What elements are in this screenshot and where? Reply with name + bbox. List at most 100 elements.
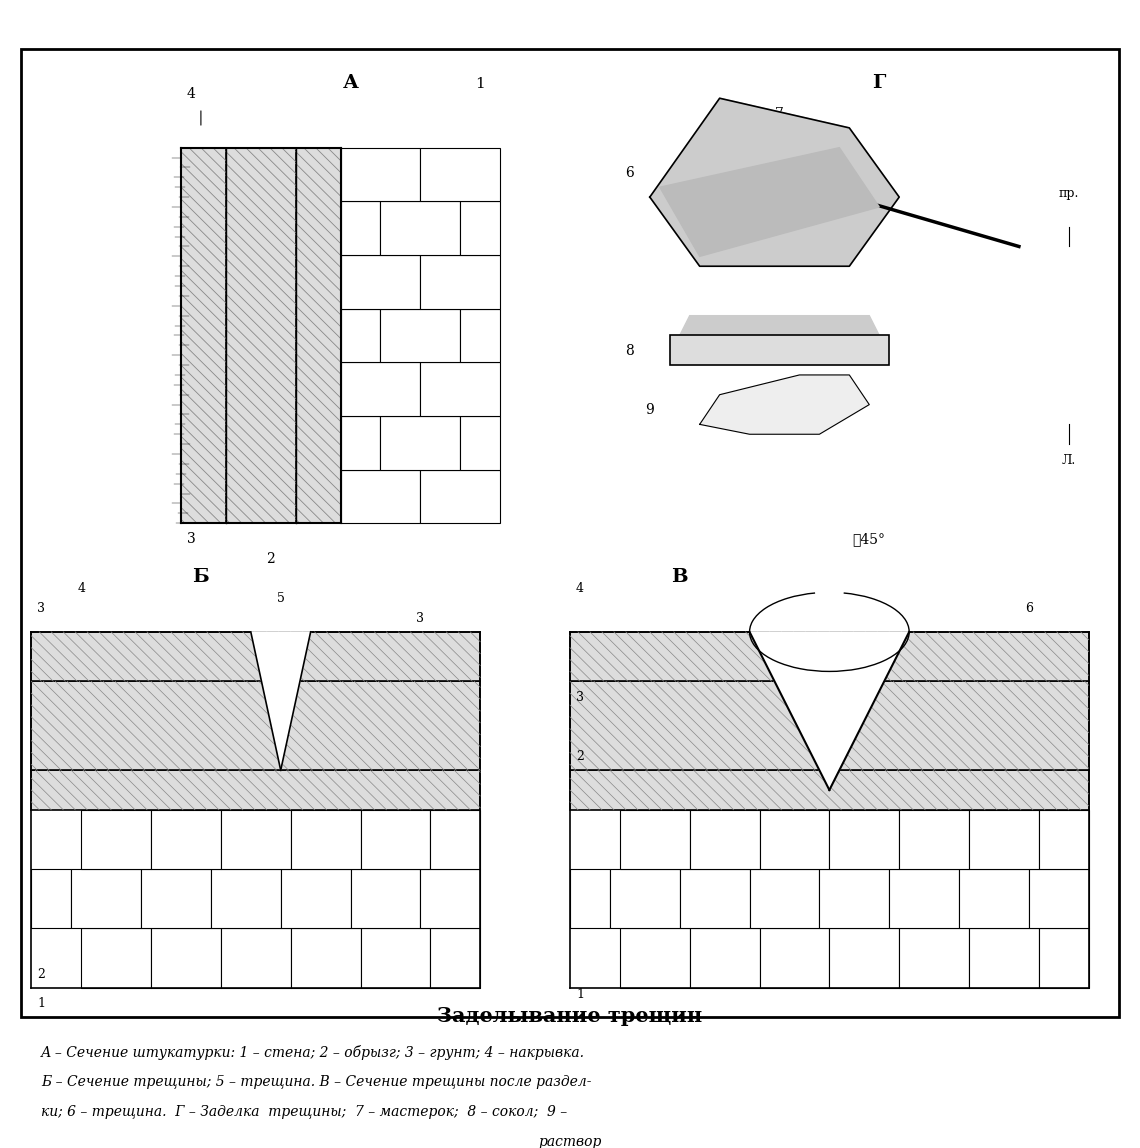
Bar (430, 929, 480, 987)
Text: 3: 3 (38, 603, 46, 615)
Text: Б – Сечение трещины; 5 – трещина. В – Сечение трещины после раздел-: Б – Сечение трещины; 5 – трещина. В – Се… (41, 1076, 592, 1089)
Bar (381, 416, 461, 470)
Bar (31, 631, 480, 681)
Bar (81, 929, 150, 987)
Text: 1: 1 (475, 77, 486, 92)
Bar (341, 309, 381, 363)
Bar (969, 809, 1039, 869)
Text: 2: 2 (38, 968, 46, 980)
Bar (360, 929, 430, 987)
Bar (430, 809, 480, 869)
Bar (670, 335, 889, 365)
Bar (150, 929, 221, 987)
Bar (679, 869, 750, 929)
Bar (899, 929, 969, 987)
Bar (620, 929, 690, 987)
Bar (341, 201, 381, 255)
Bar (280, 869, 350, 929)
Bar (211, 869, 280, 929)
Polygon shape (750, 631, 910, 790)
Text: 3: 3 (416, 612, 424, 625)
Bar (820, 869, 889, 929)
Text: 3: 3 (187, 532, 195, 546)
Text: 4: 4 (78, 582, 86, 596)
Bar (969, 929, 1039, 987)
Bar (1039, 929, 1089, 987)
Bar (341, 255, 421, 309)
Bar (71, 869, 141, 929)
Bar (31, 770, 480, 809)
Bar (421, 148, 500, 201)
Bar (350, 869, 421, 929)
Text: Л.: Л. (1061, 453, 1076, 467)
Text: 2: 2 (267, 552, 275, 566)
Bar (381, 201, 461, 255)
Bar (620, 809, 690, 869)
Bar (341, 148, 421, 201)
Text: 6: 6 (1025, 603, 1033, 615)
Bar (889, 869, 959, 929)
Text: 8: 8 (626, 344, 634, 358)
Bar (1039, 809, 1089, 869)
Text: 4: 4 (576, 582, 584, 596)
Bar (31, 869, 71, 929)
Bar (291, 809, 360, 869)
Bar (570, 681, 1089, 770)
Polygon shape (679, 316, 879, 335)
Bar (150, 809, 221, 869)
Bar (360, 809, 430, 869)
Bar (461, 416, 500, 470)
Bar (570, 770, 1089, 809)
Text: ки; 6 – трещина.  Г – Заделка  трещины;  7 – мастерок;  8 – сокол;  9 –: ки; 6 – трещина. Г – Заделка трещины; 7 … (41, 1106, 568, 1119)
Polygon shape (660, 148, 879, 256)
Bar (421, 869, 480, 929)
Bar (750, 869, 820, 929)
Bar (141, 869, 211, 929)
Bar (341, 416, 381, 470)
Bar (341, 470, 421, 523)
Bar (421, 255, 500, 309)
Text: 4: 4 (187, 87, 195, 101)
Bar (421, 363, 500, 416)
Bar (421, 470, 500, 523)
Text: раствор: раствор (538, 1134, 602, 1148)
Bar (759, 929, 830, 987)
Text: 7: 7 (775, 107, 784, 121)
Bar (899, 809, 969, 869)
Bar (610, 869, 679, 929)
Text: Заделывание трещин: Заделывание трещин (438, 1007, 702, 1026)
Text: 1: 1 (576, 987, 584, 1001)
Bar (226, 148, 295, 523)
Bar (570, 869, 610, 929)
Text: А – Сечение штукатурки: 1 – стена; 2 – обрызг; 3 – грунт; 4 – накрывка.: А – Сечение штукатурки: 1 – стена; 2 – о… (41, 1045, 585, 1060)
Bar (341, 363, 421, 416)
Text: 6: 6 (626, 166, 634, 180)
Text: А: А (342, 75, 359, 92)
Bar (759, 809, 830, 869)
Bar (181, 148, 226, 523)
Polygon shape (700, 375, 870, 434)
Bar (31, 681, 480, 770)
Bar (830, 809, 899, 869)
Text: 1: 1 (38, 998, 46, 1010)
Bar (830, 929, 899, 987)
Polygon shape (251, 631, 310, 770)
Bar (461, 201, 500, 255)
Bar (295, 148, 341, 523)
Bar (690, 809, 759, 869)
Bar (221, 929, 291, 987)
Text: 9: 9 (645, 403, 654, 418)
Polygon shape (650, 99, 899, 266)
Text: пр.: пр. (1059, 187, 1078, 200)
Bar (1029, 869, 1089, 929)
Bar (22, 49, 1118, 1017)
Text: 2: 2 (576, 751, 584, 763)
Text: В: В (671, 568, 689, 587)
Bar (959, 869, 1029, 929)
Bar (221, 809, 291, 869)
Bar (461, 309, 500, 363)
Text: ≅45°: ≅45° (853, 532, 886, 546)
Text: 5: 5 (277, 592, 285, 605)
Text: 3: 3 (576, 691, 584, 704)
Bar (381, 309, 461, 363)
